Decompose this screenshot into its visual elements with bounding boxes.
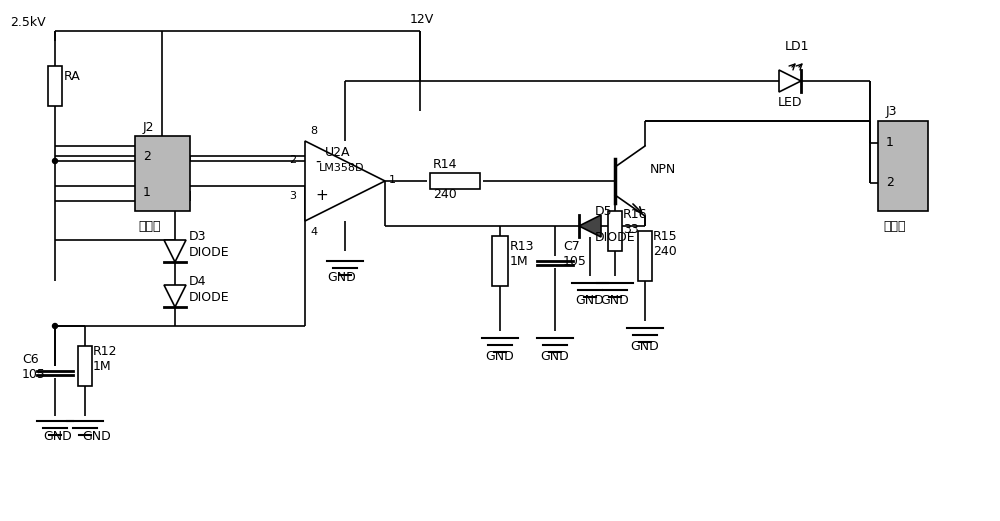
Bar <box>878 121 928 211</box>
Text: GND: GND <box>485 350 514 363</box>
Circle shape <box>52 158 58 164</box>
Text: LD1: LD1 <box>785 40 810 53</box>
Bar <box>608 211 622 251</box>
Text: GND: GND <box>575 294 604 307</box>
Text: 2: 2 <box>289 155 296 165</box>
Text: 12V: 12V <box>410 13 434 26</box>
Text: R15: R15 <box>653 230 678 243</box>
Text: GND: GND <box>82 430 111 443</box>
Text: J3: J3 <box>886 105 898 118</box>
Text: 绝源垫: 绝源垫 <box>138 220 160 233</box>
Text: R14: R14 <box>433 158 458 171</box>
Text: 33: 33 <box>623 223 639 236</box>
Bar <box>135 136 190 211</box>
Bar <box>430 173 480 189</box>
Polygon shape <box>779 70 801 92</box>
Text: RA: RA <box>64 70 81 83</box>
Text: DIODE: DIODE <box>189 291 230 304</box>
Text: 1M: 1M <box>510 255 529 268</box>
Text: 2: 2 <box>886 176 894 189</box>
Text: DIODE: DIODE <box>189 246 230 259</box>
Text: 2.5kV: 2.5kV <box>10 16 46 29</box>
Circle shape <box>52 324 58 329</box>
Text: 1: 1 <box>143 186 151 199</box>
Text: 1M: 1M <box>93 360 112 373</box>
Text: GND: GND <box>630 340 659 353</box>
Text: R13: R13 <box>510 240 534 253</box>
Text: D4: D4 <box>189 275 207 288</box>
Text: R12: R12 <box>93 345 118 358</box>
Text: D3: D3 <box>189 230 207 243</box>
Text: 2: 2 <box>143 150 151 163</box>
Text: 105: 105 <box>22 368 46 381</box>
Text: 1: 1 <box>389 175 396 185</box>
Bar <box>492 236 508 286</box>
Text: D5: D5 <box>595 205 613 218</box>
Text: +: + <box>315 188 328 203</box>
Bar <box>48 66 62 106</box>
Text: -: - <box>315 154 320 169</box>
Text: DIODE: DIODE <box>595 231 636 244</box>
Text: 240: 240 <box>653 245 677 258</box>
Text: 蜂鸣器: 蜂鸣器 <box>883 220 906 233</box>
Polygon shape <box>305 141 385 221</box>
Text: 105: 105 <box>563 255 587 268</box>
Text: C7: C7 <box>563 240 580 253</box>
Text: NPN: NPN <box>650 163 676 176</box>
Text: 240: 240 <box>433 188 457 201</box>
Text: C6: C6 <box>22 353 39 366</box>
Text: 4: 4 <box>310 227 317 237</box>
Text: LM358D: LM358D <box>319 163 364 173</box>
Text: GND: GND <box>43 430 72 443</box>
Text: U2A: U2A <box>325 146 351 159</box>
Bar <box>638 231 652 281</box>
Text: GND: GND <box>540 350 569 363</box>
Polygon shape <box>164 285 186 307</box>
Text: R16: R16 <box>623 208 648 221</box>
Polygon shape <box>164 240 186 262</box>
Text: GND: GND <box>327 271 356 284</box>
Text: GND: GND <box>600 294 629 307</box>
Bar <box>78 346 92 386</box>
Text: 8: 8 <box>310 126 317 136</box>
Text: 3: 3 <box>289 191 296 201</box>
Text: 1: 1 <box>886 136 894 149</box>
Polygon shape <box>579 215 601 237</box>
Text: J2: J2 <box>143 121 154 134</box>
Text: LED: LED <box>778 96 802 109</box>
